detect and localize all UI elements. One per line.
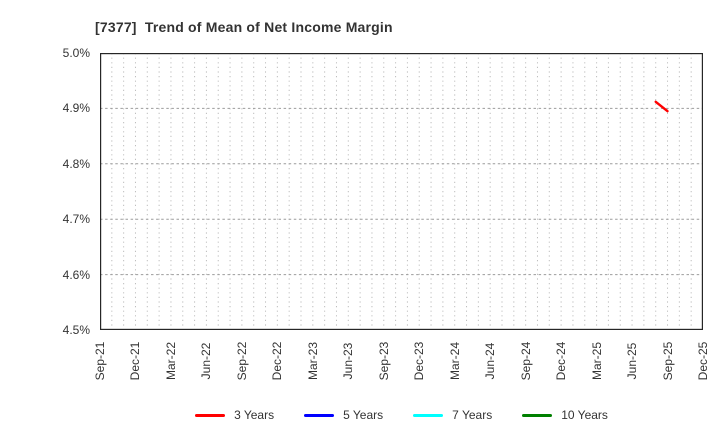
x-tick-label: Dec-24	[554, 341, 569, 381]
y-tick-label: 4.5%	[62, 323, 90, 337]
y-tick-label: 4.7%	[62, 212, 90, 227]
chart-title: [7377] Trend of Mean of Net Income Margi…	[95, 19, 393, 35]
y-tick-label: 5.0%	[62, 46, 90, 60]
x-tick-label: Dec-22	[270, 341, 285, 381]
x-tick-label: Jun-23	[341, 342, 356, 380]
x-tick-label: Dec-21	[128, 341, 143, 381]
legend-label: 3 Years	[234, 408, 275, 422]
legend-label: 5 Years	[343, 408, 384, 422]
x-tick-label: Sep-23	[376, 341, 391, 381]
x-tick-label: Mar-23	[305, 341, 320, 381]
legend-label: 10 Years	[561, 408, 608, 422]
legend-line-sample-green	[522, 413, 553, 417]
legend-line-sample-red	[195, 413, 226, 417]
x-tick-label: Sep-21	[93, 341, 107, 381]
x-tick-label: Dec-25	[696, 341, 710, 381]
legend-item-5-years: 5 Years	[304, 408, 383, 422]
legend-line-sample-blue	[304, 413, 335, 417]
x-tick-label: Sep-24	[518, 341, 533, 381]
legend-label: 7 Years	[452, 408, 493, 422]
x-tick-label: Dec-23	[412, 341, 427, 381]
axes-border	[100, 53, 703, 330]
x-tick-label: Jun-25	[625, 342, 640, 380]
x-tick-label: Jun-24	[483, 342, 498, 380]
x-tick-label: Mar-24	[447, 341, 462, 381]
x-tick-label: Sep-22	[234, 341, 249, 381]
legend-item-10-years: 10 Years	[522, 408, 608, 422]
y-tick-label: 4.6%	[62, 267, 90, 282]
plot-canvas	[100, 53, 703, 330]
x-tick-label: Sep-25	[660, 341, 675, 381]
x-tick-label: Mar-22	[163, 341, 178, 381]
y-tick-label: 4.8%	[62, 156, 90, 171]
legend: 3 Years 5 Years 7 Years 10 Years	[100, 404, 703, 426]
y-tick-label: 4.9%	[62, 101, 90, 116]
series-line-3-years	[654, 100, 669, 113]
x-tick-label: Jun-22	[199, 342, 214, 380]
legend-line-sample-cyan	[413, 413, 444, 417]
plot-area	[100, 53, 703, 330]
legend-item-3-years: 3 Years	[195, 408, 274, 422]
legend-item-7-years: 7 Years	[413, 408, 492, 422]
x-tick-label: Mar-25	[589, 341, 604, 381]
